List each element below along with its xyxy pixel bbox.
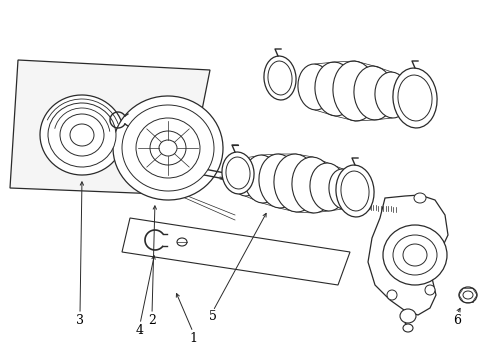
Ellipse shape — [264, 56, 296, 100]
Ellipse shape — [354, 66, 394, 120]
Ellipse shape — [136, 118, 200, 178]
Ellipse shape — [70, 124, 94, 146]
Ellipse shape — [459, 287, 477, 303]
Ellipse shape — [274, 154, 318, 212]
Ellipse shape — [113, 96, 223, 200]
Polygon shape — [368, 195, 448, 315]
Ellipse shape — [393, 68, 437, 128]
Ellipse shape — [383, 225, 447, 285]
Ellipse shape — [425, 285, 435, 295]
Ellipse shape — [222, 152, 254, 194]
Polygon shape — [10, 60, 210, 195]
Ellipse shape — [292, 157, 334, 213]
Ellipse shape — [403, 244, 427, 266]
Ellipse shape — [463, 291, 473, 299]
Text: 5: 5 — [209, 310, 217, 324]
Ellipse shape — [387, 290, 397, 300]
Ellipse shape — [40, 95, 124, 175]
Ellipse shape — [414, 193, 426, 203]
Text: 6: 6 — [453, 314, 461, 327]
Ellipse shape — [177, 238, 187, 246]
Ellipse shape — [298, 64, 332, 110]
Ellipse shape — [403, 324, 413, 332]
Ellipse shape — [60, 114, 104, 156]
Ellipse shape — [329, 169, 357, 209]
Ellipse shape — [315, 62, 355, 116]
Ellipse shape — [150, 131, 186, 165]
Ellipse shape — [122, 105, 214, 191]
Ellipse shape — [393, 235, 437, 275]
Ellipse shape — [231, 158, 259, 196]
Ellipse shape — [341, 171, 369, 211]
Ellipse shape — [310, 163, 346, 211]
Ellipse shape — [268, 61, 292, 95]
Text: 3: 3 — [76, 314, 84, 327]
Ellipse shape — [336, 165, 374, 217]
Ellipse shape — [259, 154, 299, 208]
Ellipse shape — [400, 309, 416, 323]
Ellipse shape — [333, 61, 377, 121]
Ellipse shape — [226, 157, 250, 189]
Ellipse shape — [244, 155, 280, 203]
Ellipse shape — [159, 140, 177, 156]
Ellipse shape — [375, 72, 409, 118]
Text: 1: 1 — [189, 332, 197, 345]
Ellipse shape — [398, 75, 432, 121]
Ellipse shape — [48, 103, 116, 167]
Text: 2: 2 — [148, 314, 156, 327]
Text: 4: 4 — [136, 324, 144, 337]
